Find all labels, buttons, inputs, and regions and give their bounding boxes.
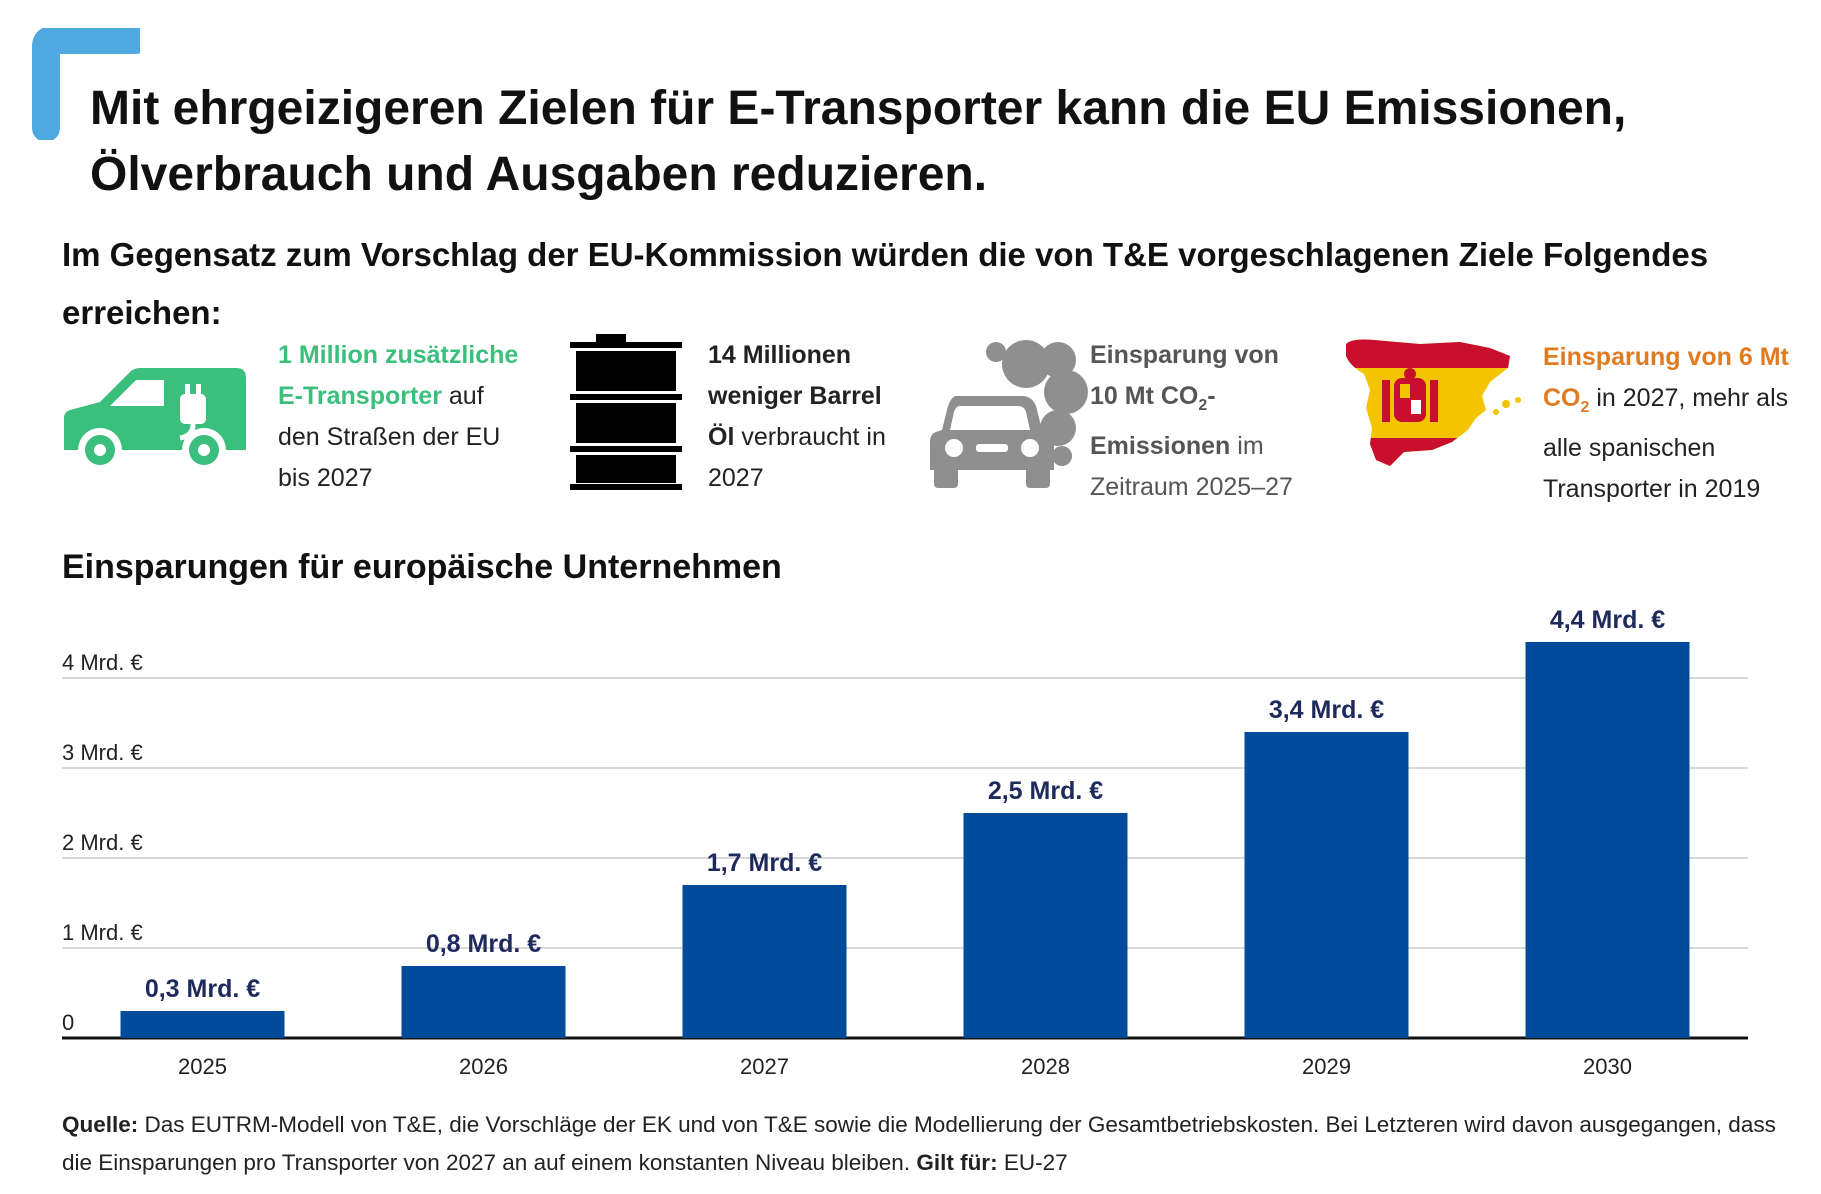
- bar-2027: [682, 885, 847, 1038]
- bar-2028: [963, 813, 1128, 1038]
- fact-vans-highlight-2: E-Transporter: [278, 382, 442, 410]
- savings-bar-chart: 0 1 Mrd. € 2 Mrd. € 3 Mrd. € 4 Mrd. € 0,3 Mrd…: [62, 606, 1748, 1079]
- chart-title: Einsparungen für europäische Unternehmen: [62, 548, 782, 586]
- data-label: 4,4 Mrd. €: [1550, 606, 1665, 634]
- data-label: 0,8 Mrd. €: [426, 930, 541, 958]
- y-tick-label: 0: [62, 1010, 74, 1035]
- fact-spain-text-2: alle spanischen: [1543, 434, 1716, 462]
- fact-vans-text-2: den Straßen der EU: [278, 423, 501, 451]
- fact-oil-text-2: 2027: [708, 464, 764, 492]
- fact-spain-highlight: Einsparung von 6 Mt: [1543, 343, 1789, 371]
- fact-co2-subscript: 2: [1198, 397, 1208, 414]
- title-line-2: Ölverbrauch und Ausgaben reduzieren.: [90, 148, 988, 201]
- scope-label: Gilt für:: [916, 1150, 998, 1175]
- data-label: 2,5 Mrd. €: [988, 777, 1103, 805]
- x-tick-label: 2028: [1021, 1054, 1070, 1079]
- data-label: 3,4 Mrd. €: [1269, 696, 1384, 724]
- fact-spain-highlight-2: CO: [1543, 384, 1581, 412]
- bar-2025: [120, 1011, 285, 1038]
- x-tick-label: 2029: [1302, 1054, 1351, 1079]
- fact-co2: Einsparung von 10 Mt CO2- Emissionen im …: [1090, 335, 1340, 508]
- source-label: Quelle:: [62, 1112, 139, 1137]
- bar-2030: [1525, 642, 1690, 1038]
- fact-co2-highlight-3: Emissionen: [1090, 432, 1231, 460]
- bar-2026: [401, 966, 566, 1038]
- data-label: 0,3 Mrd. €: [145, 975, 260, 1003]
- page-title: Mit ehrgeizigeren Zielen für E-Transport…: [90, 76, 1770, 208]
- fact-co2-hyphen: -: [1207, 382, 1216, 410]
- fact-oil-text: verbraucht in: [734, 423, 886, 451]
- chart-labels: 0 1 Mrd. € 2 Mrd. € 3 Mrd. € 4 Mrd. € 0,3 Mrd…: [62, 606, 1665, 1079]
- x-tick-label: 2026: [459, 1054, 508, 1079]
- fact-vans-text-3: bis 2027: [278, 464, 373, 492]
- fact-vans-highlight: 1 Million zusätzliche: [278, 341, 519, 369]
- fact-spain: Einsparung von 6 Mt CO2 in 2027, mehr al…: [1543, 337, 1813, 510]
- x-tick-label: 2025: [178, 1054, 227, 1079]
- y-tick-label: 1 Mrd. €: [62, 920, 143, 945]
- x-tick-label: 2027: [740, 1054, 789, 1079]
- source-note: Quelle: Das EUTRM-Modell von T&E, die Vo…: [62, 1106, 1782, 1182]
- x-tick-label: 2030: [1583, 1054, 1632, 1079]
- source-text: Das EUTRM-Modell von T&E, die Vorschläge…: [62, 1112, 1776, 1175]
- electric-van-icon: [64, 368, 246, 466]
- fact-co2-highlight-2: 10 Mt CO: [1090, 382, 1199, 410]
- fact-spain-text: in 2027, mehr als: [1589, 384, 1789, 412]
- page-subtitle: Im Gegensatz zum Vorschlag der EU-Kommis…: [62, 236, 1709, 331]
- title-line-1: Mit ehrgeizigeren Zielen für E-Transport…: [90, 82, 1627, 135]
- corner-bracket-icon: [32, 28, 140, 140]
- fact-vans: 1 Million zusätzliche E-Transporter auf …: [278, 335, 548, 499]
- fact-co2-text: im: [1230, 432, 1264, 460]
- fact-oil: 14 Millionen weniger Barrel Öl verbrauch…: [708, 335, 918, 499]
- fact-vans-text: auf: [441, 382, 484, 410]
- spain-map-icon: [1346, 339, 1521, 466]
- bar-2029: [1244, 732, 1409, 1038]
- y-tick-label: 3 Mrd. €: [62, 740, 143, 765]
- fact-oil-highlight: 14 Millionen: [708, 341, 852, 369]
- polluting-car-icon: [930, 340, 1088, 488]
- oil-barrel-icon: [570, 334, 682, 490]
- fact-spain-text-3: Transporter in 2019: [1543, 475, 1761, 503]
- fact-oil-highlight-3: Öl: [708, 423, 735, 451]
- data-label: 1,7 Mrd. €: [707, 849, 822, 877]
- y-tick-label: 2 Mrd. €: [62, 830, 143, 855]
- fact-oil-highlight-2: weniger Barrel: [708, 382, 882, 410]
- fact-spain-subscript: 2: [1580, 399, 1590, 416]
- y-tick-label: 4 Mrd. €: [62, 650, 143, 675]
- fact-co2-highlight: Einsparung von: [1090, 341, 1279, 369]
- fact-co2-text-2: Zeitraum 2025–27: [1090, 473, 1293, 501]
- chart-gridlines: [62, 677, 1748, 1040]
- scope-text: EU-27: [997, 1150, 1068, 1175]
- chart-bars: [120, 642, 1690, 1038]
